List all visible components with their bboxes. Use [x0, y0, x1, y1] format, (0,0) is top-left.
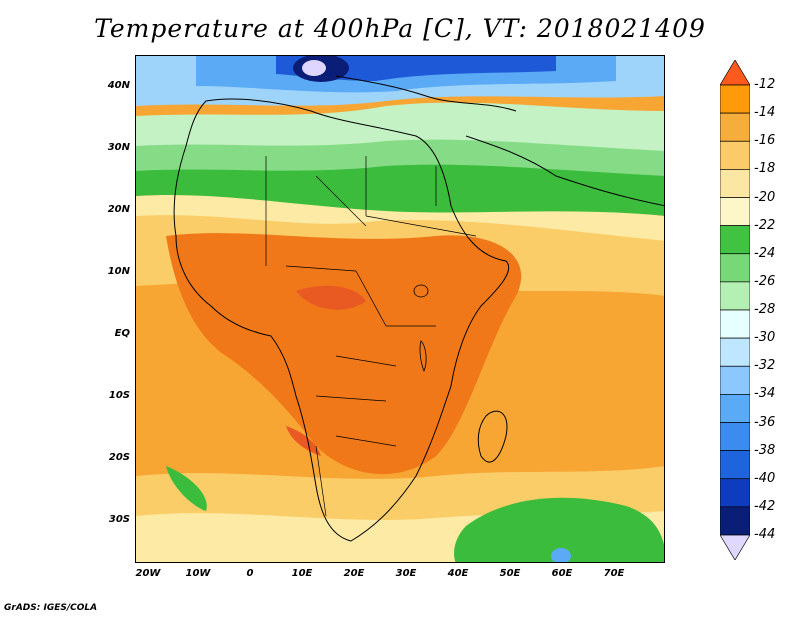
mediterranean-coast [335, 75, 517, 112]
colorbar-label: -26 [754, 273, 776, 289]
arabia-coast [465, 135, 664, 207]
lat-label-40n: 40N [107, 80, 130, 91]
field-warm-core [166, 233, 522, 475]
colorbar-segment [720, 197, 750, 226]
colorbar-label: -38 [754, 442, 776, 458]
colorbar-label: -44 [754, 527, 776, 542]
colorbar-segment [720, 478, 750, 508]
colorbar-label: -42 [754, 498, 776, 514]
lon-label-60e: 60E [551, 568, 573, 579]
field-southwest-green [166, 466, 207, 511]
madagascar-coastline [477, 410, 508, 463]
africa-coastline [173, 98, 509, 542]
colorbar-label: -28 [754, 302, 776, 317]
colorbar-segment [720, 140, 750, 170]
lat-label-eq: EQ [114, 328, 130, 339]
field-hot-central [296, 285, 366, 310]
colorbar-label: -22 [754, 217, 776, 233]
map-title: Temperature at 400hPa [C], VT: 201802140… [94, 14, 706, 43]
temperature-map [135, 55, 665, 563]
grads-credit: GrADS: IGES/COLA [4, 603, 98, 613]
lon-label-10w: 10W [185, 568, 211, 579]
colorbar-segment [720, 394, 750, 423]
lon-label-30e: 30E [395, 568, 417, 579]
lat-label-20s: 20S [108, 452, 130, 463]
country-borders [265, 156, 477, 517]
lon-label-10e: 10E [291, 568, 313, 579]
colorbar-segment [720, 309, 750, 339]
colorbar-segment [720, 225, 750, 255]
colorbar-segments [720, 60, 750, 560]
lake-victoria [413, 284, 429, 298]
colorbar-segment [720, 281, 750, 311]
lon-label-0: 0 [246, 568, 254, 579]
field-south-blue [551, 548, 571, 562]
colorbar [720, 60, 750, 560]
colorbar-segment [720, 84, 750, 114]
lon-label-50e: 50E [499, 568, 521, 579]
colorbar-segment [720, 506, 750, 536]
colorbar-segment [720, 365, 750, 395]
lon-label-20w: 20W [135, 568, 161, 579]
lat-label-20n: 20N [107, 204, 130, 215]
colorbar-label: -30 [754, 330, 776, 346]
colorbar-segment [720, 422, 750, 451]
lake-tanganyika [419, 340, 427, 373]
colorbar-segment [720, 253, 750, 283]
colorbar-label: -32 [754, 358, 776, 374]
lon-label-20e: 20E [343, 568, 365, 579]
colorbar-label: -34 [754, 386, 776, 402]
field-south-green [454, 497, 664, 562]
lon-label-40e: 40E [447, 568, 469, 579]
lat-label-30n: 30N [107, 142, 130, 153]
lat-label-10s: 10S [108, 390, 130, 401]
lat-label-10n: 10N [107, 266, 130, 277]
colorbar-label: -14 [754, 105, 776, 121]
colorbar-segment [720, 60, 750, 86]
colorbar-label: -12 [754, 77, 776, 92]
colorbar-segment [720, 450, 750, 480]
colorbar-label: -16 [754, 133, 776, 149]
field-lavender [302, 60, 326, 76]
colorbar-label: -40 [754, 470, 776, 486]
field-pale-green [136, 102, 664, 151]
temperature-field [136, 56, 664, 562]
colorbar-segment [720, 169, 750, 198]
field-hot-south [286, 426, 321, 456]
lon-label-70e: 70E [603, 568, 625, 579]
lat-label-30s: 30S [108, 514, 130, 525]
colorbar-label: -18 [754, 161, 776, 177]
colorbar-segment [720, 112, 750, 142]
colorbar-segment [720, 337, 750, 367]
colorbar-label: -24 [754, 245, 776, 261]
colorbar-label: -20 [754, 189, 776, 205]
colorbar-segment [720, 534, 750, 560]
colorbar-label: -36 [754, 414, 776, 430]
